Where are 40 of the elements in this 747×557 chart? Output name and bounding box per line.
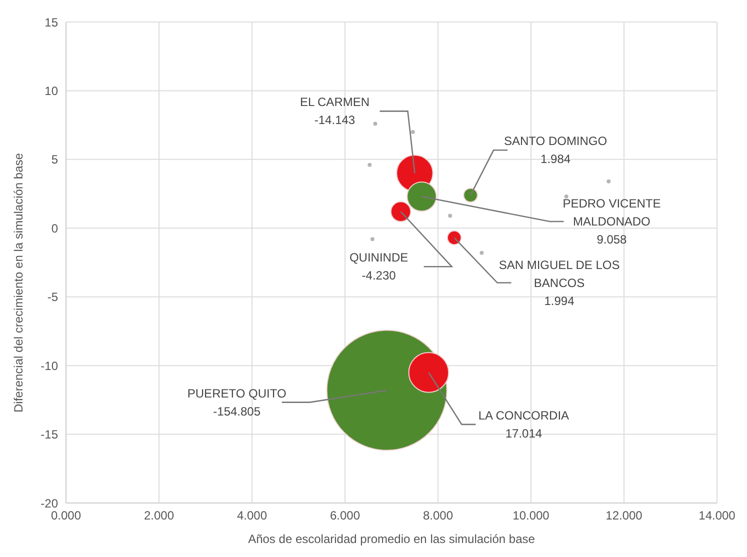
text: SAN MIGUEL DE LOS BANCOS (498, 258, 620, 290)
annotation: 1.994 (544, 294, 575, 308)
annotation: -4.230 (362, 268, 396, 283)
y-tick-label: -20 (40, 496, 58, 510)
text: QUININDE (349, 250, 408, 265)
point (606, 179, 611, 184)
point (564, 194, 568, 199)
point (368, 162, 372, 167)
point (373, 122, 378, 126)
y-tick-label: -15 (40, 428, 58, 442)
y-tick-label: 15 (44, 15, 58, 30)
point (448, 214, 452, 218)
x-tick-label: 8.000 (422, 508, 454, 523)
point (370, 237, 374, 242)
x-tick-label: 12.000 (606, 508, 643, 523)
y-tick-label: 10 (44, 84, 58, 98)
x-tick-label: 14.000 (698, 508, 736, 523)
point (480, 250, 484, 255)
annotation: 1.984 (540, 152, 571, 166)
annotation: 17.014 (505, 426, 542, 440)
annotation: 9.058 (596, 232, 628, 247)
x-tick-label: 4.000 (236, 508, 268, 523)
x-tick-label: 0.000 (50, 508, 82, 523)
text: LA CONCORDIA (478, 408, 570, 422)
text: PEDRO VICENTE MALDONADO (562, 196, 661, 229)
text: PUERETO QUITO (187, 386, 286, 400)
y-axis-title: Diferencial del crecimiento en la simulación base (11, 152, 26, 412)
annotation: -14.143 (314, 113, 356, 128)
y-tick-label: -5 (47, 290, 58, 304)
y-tick-label: 0 (51, 221, 58, 236)
x-tick-label: 6.000 (330, 508, 360, 523)
x-axis-title: Años de escolaridad promedio en las simulación base (248, 532, 536, 546)
y-tick-label: -10 (40, 358, 58, 373)
point (410, 130, 415, 134)
x-tick-label: 10.000 (512, 508, 550, 523)
text: EL CARMEN (300, 95, 370, 110)
x-tick-label: 2.000 (144, 508, 174, 523)
text: SANTO DOMINGO (504, 134, 608, 148)
y-tick-label: 5 (51, 152, 58, 167)
annotation: -154.805 (213, 404, 261, 418)
